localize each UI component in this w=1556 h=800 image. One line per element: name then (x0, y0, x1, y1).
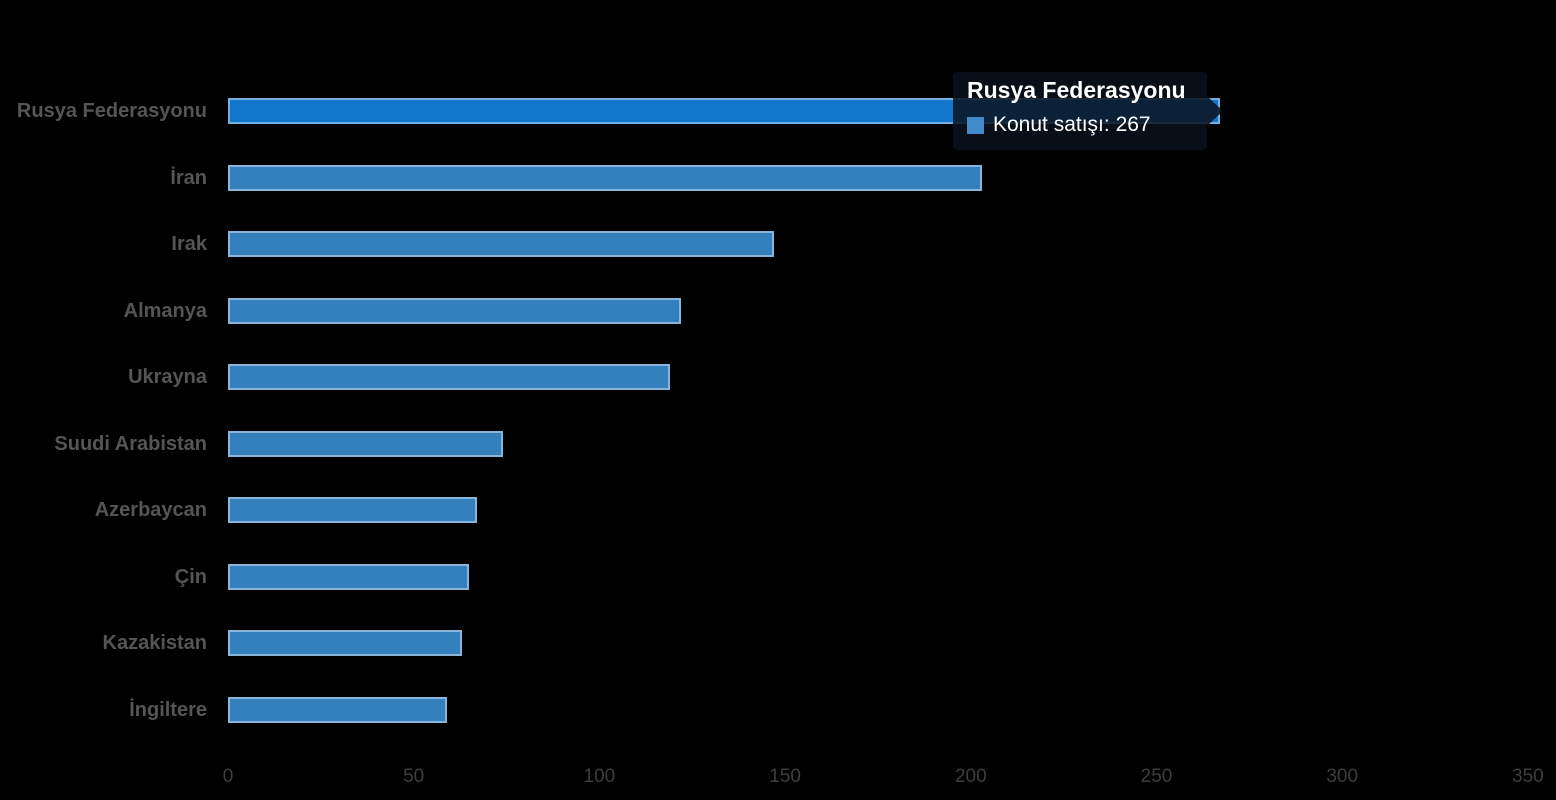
bar[interactable] (228, 164, 982, 191)
tooltip-body-row: Konut satışı: 267 (967, 113, 1207, 137)
x-axis-tick-label: 250 (1140, 766, 1173, 787)
bar[interactable] (228, 497, 477, 524)
category-label: Irak (171, 233, 207, 256)
x-axis-tick-label: 100 (583, 766, 616, 787)
tooltip-body-text: Konut satışı: 267 (993, 113, 1151, 136)
x-axis-tick-label: 0 (222, 766, 234, 787)
tooltip: Rusya Federasyonu Konut satışı: 267 (953, 72, 1223, 150)
x-axis-tick-label: 150 (769, 766, 801, 787)
category-label: Almanya (123, 299, 207, 322)
x-axis-tick-label: 300 (1326, 766, 1359, 787)
bar[interactable] (228, 297, 682, 324)
x-axis-tick-label: 350 (1512, 766, 1544, 787)
bar[interactable] (228, 430, 503, 457)
bar[interactable] (228, 630, 462, 657)
category-label: Çin (174, 565, 207, 588)
category-label: Suudi Arabistan (54, 432, 207, 455)
bar[interactable] (228, 563, 470, 590)
category-label: Azerbaycan (94, 499, 207, 522)
x-axis-tick-label: 200 (954, 766, 987, 787)
category-label: Kazakistan (102, 632, 208, 655)
category-label: İngiltere (129, 699, 207, 722)
bar[interactable] (228, 231, 774, 258)
bar[interactable] (228, 364, 670, 391)
category-label: İran (170, 166, 207, 189)
series-marker-icon (967, 116, 984, 134)
tooltip-callout-arrow-icon (1207, 96, 1223, 126)
category-label: Ukrayna (128, 366, 207, 389)
category-label: Rusya Federasyonu (16, 100, 207, 122)
x-axis-tick-label: 50 (403, 766, 425, 787)
bar[interactable] (228, 697, 448, 724)
tooltip-title: Rusya Federasyonu (967, 77, 1186, 103)
